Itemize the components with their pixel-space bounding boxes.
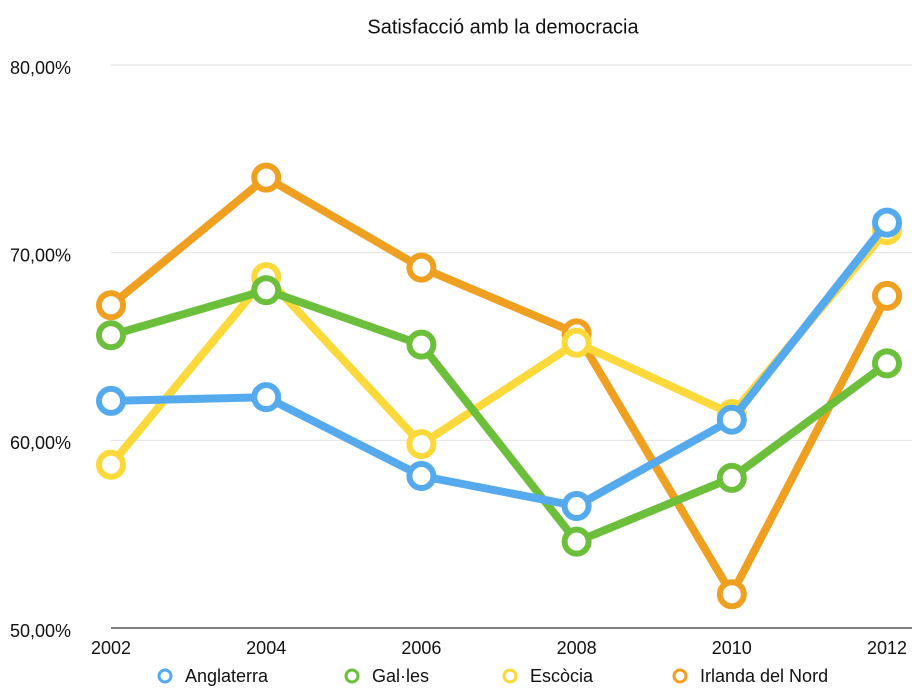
data-point xyxy=(872,280,902,311)
data-point xyxy=(716,579,747,610)
x-tick-label: 2008 xyxy=(557,638,597,658)
data-point xyxy=(251,162,282,193)
series-line xyxy=(109,286,890,546)
series-line xyxy=(107,227,891,468)
legend-marker xyxy=(502,668,518,684)
data-point xyxy=(872,348,902,379)
y-tick-label: 50,00% xyxy=(10,621,71,641)
y-tick-label: 60,00% xyxy=(10,433,71,453)
data-point xyxy=(251,275,282,306)
legend-marker xyxy=(344,668,360,684)
x-tick-label: 2006 xyxy=(401,638,441,658)
data-point xyxy=(96,290,126,321)
x-tick-label: 2010 xyxy=(712,638,752,658)
chart-title: Satisfacció amb la democracia xyxy=(367,16,639,38)
y-tick-label: 70,00% xyxy=(10,245,71,265)
legend-label: Gal·les xyxy=(372,666,429,686)
data-point xyxy=(561,526,592,557)
x-tick-label: 2004 xyxy=(246,638,286,658)
legend-marker xyxy=(672,668,688,684)
data-point xyxy=(251,382,282,413)
data-point xyxy=(561,327,592,358)
x-tick-label: 2012 xyxy=(867,638,907,658)
data-point xyxy=(96,320,126,351)
data-point xyxy=(406,329,437,360)
data-point xyxy=(561,491,592,522)
data-point xyxy=(406,252,437,283)
data-point xyxy=(872,207,902,238)
legend-marker xyxy=(157,668,173,684)
series-line xyxy=(108,173,891,599)
legend-label: Irlanda del Nord xyxy=(700,666,828,686)
data-point xyxy=(96,449,126,480)
data-point xyxy=(406,429,437,460)
legend-label: Escòcia xyxy=(530,666,594,686)
data-point xyxy=(716,462,747,493)
x-tick-label: 2002 xyxy=(91,638,131,658)
y-tick-label: 80,00% xyxy=(10,58,71,78)
data-point xyxy=(716,404,747,435)
legend-label: Anglaterra xyxy=(185,666,269,686)
data-point xyxy=(96,385,126,416)
data-point xyxy=(406,460,437,491)
series-line xyxy=(110,220,891,511)
